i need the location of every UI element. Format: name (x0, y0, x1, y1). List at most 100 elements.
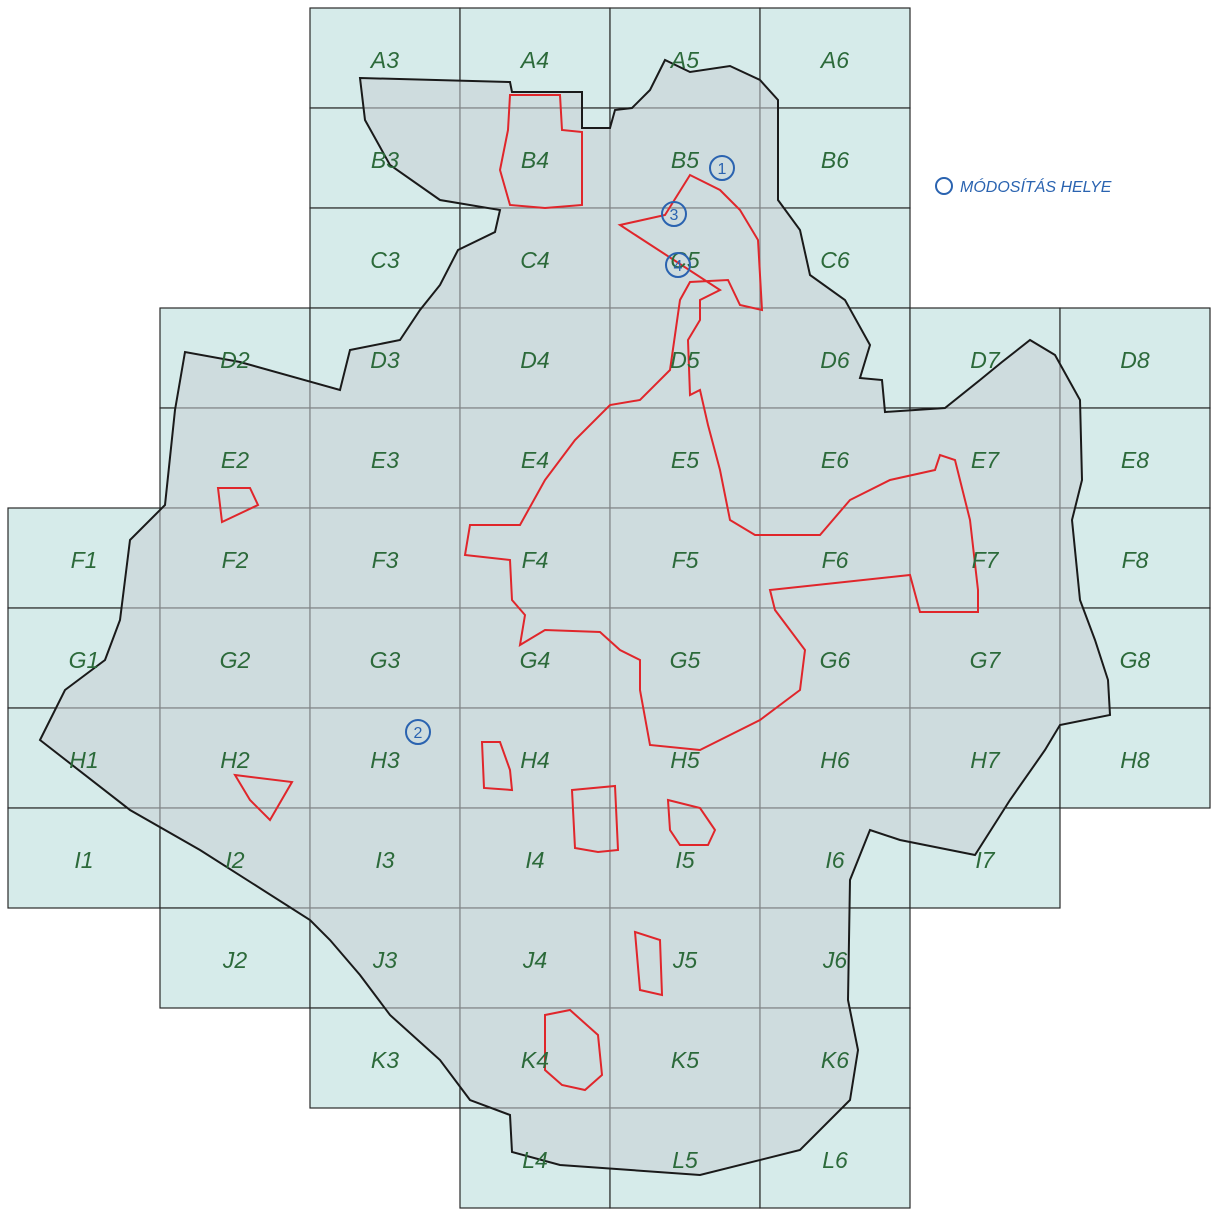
grid-label: F3 (372, 547, 399, 573)
change-marker-circle (405, 719, 431, 745)
grid-label: E6 (821, 447, 849, 473)
grid-label: D3 (370, 347, 400, 373)
legend-circle-icon (935, 177, 953, 195)
grid-label: H6 (820, 747, 850, 773)
grid-cell (1059, 707, 1211, 809)
grid-label: H5 (670, 747, 700, 773)
change-marker-circle (665, 252, 691, 278)
grid-label: E7 (971, 447, 1000, 473)
change-markers: 1 2 3 4 (405, 155, 735, 745)
grid-label: D4 (520, 347, 549, 373)
grid-label: B4 (521, 147, 549, 173)
grid-label: C4 (520, 247, 549, 273)
red-zone-e2 (216, 487, 260, 524)
grid-label: G7 (970, 647, 1002, 673)
grid-label: J2 (222, 947, 248, 973)
grid-label: J5 (672, 947, 698, 973)
grid-label: H3 (370, 747, 400, 773)
change-marker-circle (661, 201, 687, 227)
grid-label: F1 (71, 547, 98, 573)
grid-label: K6 (821, 1047, 849, 1073)
grid-label: G5 (670, 647, 701, 673)
change-marker-number: 4 (674, 258, 683, 275)
grid-cell (759, 7, 911, 109)
grid-label: A3 (369, 47, 399, 73)
grid-label: B3 (371, 147, 399, 173)
grid-label: E3 (371, 447, 399, 473)
red-zone-h2 (233, 773, 294, 822)
grid-cell (7, 807, 161, 909)
grid-label: C5 (670, 247, 700, 273)
grid-label: L5 (672, 1147, 698, 1173)
red-zone-central (463, 173, 979, 752)
grid-label: H2 (220, 747, 250, 773)
grid-label: G3 (370, 647, 401, 673)
grid-label: F4 (522, 547, 549, 573)
grid-cell (1059, 407, 1211, 509)
legend-label: MÓDOSÍTÁS HELYE (960, 177, 1112, 196)
grid-labels: A3 A4 A5 A6 B3 B4 B5 B6 C3 C4 C5 C6 D2 D3 D4 D5 D6 D7 D8 E2… (69, 47, 1151, 1173)
grid-cell (1059, 307, 1211, 409)
grid-label: D5 (670, 347, 700, 373)
grid-label: G8 (1120, 647, 1151, 673)
grid-label: G2 (220, 647, 251, 673)
grid-label: B5 (671, 147, 699, 173)
grid-label: A6 (819, 47, 849, 73)
red-zones (216, 94, 979, 1092)
grid-label: I1 (74, 847, 93, 873)
grid-label: F5 (672, 547, 699, 573)
grid-label: K3 (371, 1047, 399, 1073)
red-zone-h4 (480, 741, 514, 792)
grid-label: K4 (521, 1047, 549, 1073)
grid-label: J6 (822, 947, 848, 973)
grid-label: E8 (1121, 447, 1149, 473)
grid-label: K5 (671, 1047, 699, 1073)
change-marker-number: 3 (670, 207, 679, 224)
grid-label: A5 (669, 47, 699, 73)
grid-label: G1 (69, 647, 100, 673)
grid-label: H4 (520, 747, 549, 773)
grid-label: D7 (970, 347, 1001, 373)
grid-label: I5 (675, 847, 694, 873)
grid-label: F7 (972, 547, 1000, 573)
grid-label: L6 (822, 1147, 848, 1173)
red-zone-central (498, 94, 583, 210)
grid-label: B6 (821, 147, 849, 173)
grid-label: L4 (522, 1147, 548, 1173)
grid-label: G6 (820, 647, 851, 673)
grid-label: E2 (221, 447, 249, 473)
grid-label: G4 (520, 647, 551, 673)
red-zone-k4 (544, 1008, 604, 1092)
change-marker-circle (709, 155, 735, 181)
grid-label: D6 (820, 347, 850, 373)
grid-label: E4 (521, 447, 549, 473)
grid-label: H7 (970, 747, 1001, 773)
grid-label: I6 (825, 847, 844, 873)
grid-label: I7 (975, 847, 995, 873)
grid-label: H1 (69, 747, 98, 773)
grid-label: A4 (519, 47, 549, 73)
grid-label: I2 (225, 847, 244, 873)
legend: MÓDOSÍTÁS HELYE (935, 177, 1112, 196)
grid-label: D2 (220, 347, 250, 373)
grid-label: F6 (822, 547, 849, 573)
municipality-boundary (38, 58, 1112, 1177)
grid-label: J3 (372, 947, 398, 973)
grid-label: D8 (1120, 347, 1150, 373)
grid-label: H8 (1120, 747, 1150, 773)
red-zone-i4 (570, 784, 620, 854)
grid-label: J4 (522, 947, 547, 973)
red-zone-j5 (633, 930, 664, 997)
grid-label: F8 (1122, 547, 1149, 573)
red-zone-i5 (666, 798, 717, 846)
grid-label: E5 (671, 447, 699, 473)
grid-label: I4 (525, 847, 544, 873)
grid-label: F2 (222, 547, 249, 573)
change-marker-number: 2 (414, 725, 423, 742)
grid-label: C6 (820, 247, 850, 273)
grid-cell (159, 907, 311, 1009)
change-marker-number: 1 (718, 161, 727, 178)
grid-label: I3 (375, 847, 394, 873)
grid-label: C3 (370, 247, 400, 273)
